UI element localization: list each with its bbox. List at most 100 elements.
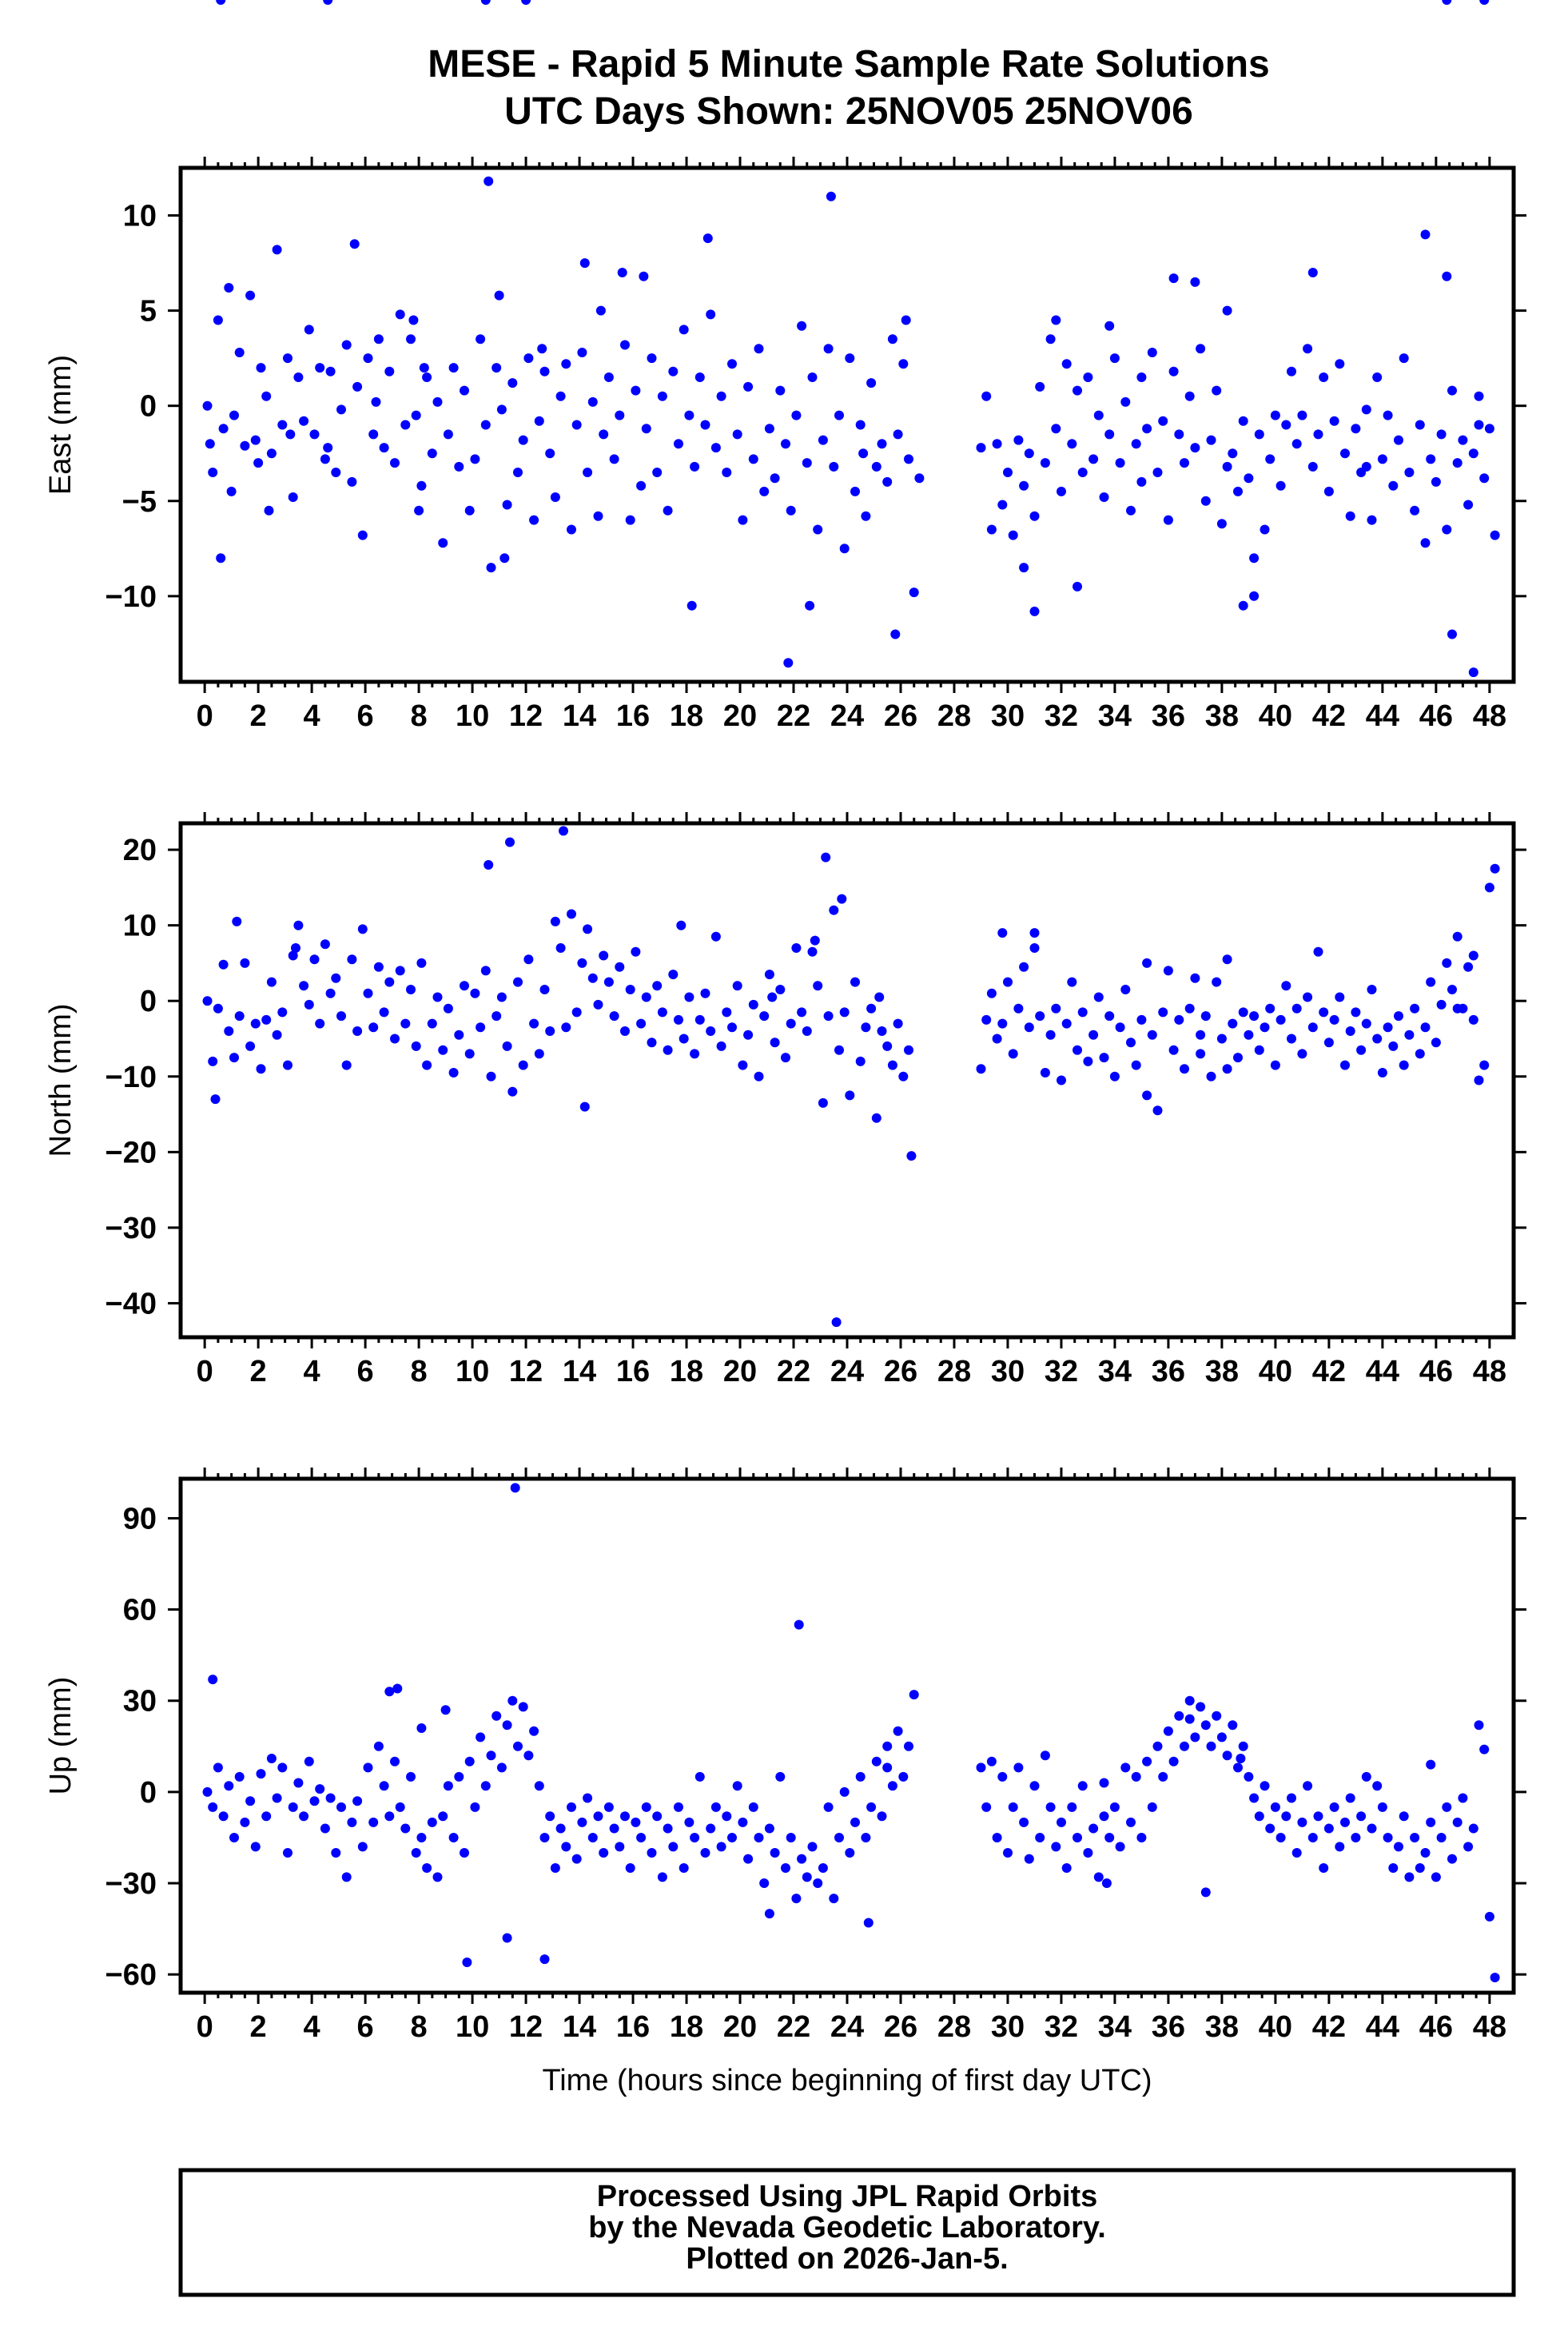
- data-point: [1008, 1049, 1018, 1059]
- data-point: [829, 905, 839, 915]
- data-point: [823, 1802, 834, 1812]
- chart-title-line1: MESE - Rapid 5 Minute Sample Rate Soluti…: [428, 43, 1269, 86]
- data-point: [1329, 1802, 1339, 1812]
- data-point: [1206, 1071, 1216, 1081]
- data-point: [571, 1007, 582, 1018]
- data-point: [690, 1049, 700, 1059]
- data-point: [1468, 448, 1478, 459]
- plot-frame: [178, 821, 1516, 1340]
- data-point: [877, 1026, 887, 1036]
- data-point: [537, 344, 547, 354]
- data-point: [647, 1848, 657, 1858]
- data-point: [1367, 985, 1377, 994]
- data-point: [976, 1064, 986, 1074]
- data-point: [599, 1848, 609, 1858]
- data-point: [224, 1781, 234, 1791]
- x-tick-label: 42: [1312, 2010, 1346, 2044]
- data-point: [1345, 511, 1355, 521]
- data-point: [992, 1833, 1002, 1842]
- data-point: [1136, 372, 1147, 382]
- x-tick-label: 22: [777, 699, 810, 733]
- data-point: [1426, 1759, 1436, 1770]
- data-point: [794, 1619, 804, 1630]
- data-point: [1458, 1793, 1468, 1803]
- data-point: [1442, 524, 1452, 535]
- data-point: [1222, 1064, 1232, 1074]
- data-point: [250, 435, 261, 445]
- data-point: [684, 410, 694, 420]
- data-point: [1307, 268, 1318, 277]
- data-point: [837, 894, 847, 904]
- x-tick-label: 32: [1045, 1355, 1078, 1388]
- data-point: [234, 1011, 245, 1022]
- data-point: [791, 1894, 802, 1904]
- data-point: [871, 461, 882, 472]
- data-point: [754, 344, 764, 354]
- data-point: [1067, 1802, 1077, 1812]
- data-point: [668, 366, 679, 376]
- data-point: [716, 391, 726, 401]
- data-point: [1040, 1751, 1050, 1761]
- x-tick-label: 14: [563, 2010, 596, 2044]
- data-point: [786, 1833, 796, 1842]
- data-point: [529, 1726, 539, 1736]
- data-point: [706, 309, 716, 320]
- x-tick-label: 36: [1152, 699, 1185, 733]
- y-axis-label: North (mm): [44, 1003, 78, 1157]
- data-point: [416, 1833, 427, 1842]
- data-point: [368, 1817, 379, 1827]
- data-point: [887, 1781, 897, 1791]
- data-point: [448, 1833, 459, 1842]
- data-point: [443, 1003, 453, 1014]
- data-point: [1431, 476, 1441, 487]
- data-point: [523, 954, 534, 965]
- data-point: [1136, 1014, 1147, 1025]
- data-point: [480, 0, 491, 5]
- data-point: [1383, 1833, 1393, 1842]
- data-point: [702, 233, 713, 244]
- data-point: [579, 1101, 590, 1112]
- data-point: [797, 1854, 807, 1864]
- data-point: [427, 1018, 437, 1029]
- data-point: [1088, 1030, 1099, 1040]
- data-point: [1061, 1863, 1072, 1873]
- data-point: [1372, 372, 1383, 382]
- data-point: [882, 476, 893, 487]
- data-point: [674, 1802, 683, 1812]
- data-point: [1404, 1872, 1415, 1882]
- data-point: [595, 305, 606, 316]
- data-point: [863, 1918, 874, 1928]
- data-point: [743, 381, 754, 392]
- data-point: [625, 985, 635, 994]
- data-point: [1013, 1003, 1024, 1014]
- data-point: [1003, 1848, 1013, 1858]
- data-point: [406, 334, 416, 345]
- data-point: [1479, 1060, 1490, 1070]
- data-point: [866, 1003, 877, 1014]
- data-point: [909, 587, 919, 598]
- data-point: [1152, 468, 1163, 477]
- x-tick-label: 46: [1419, 2010, 1453, 2044]
- data-point: [1319, 372, 1329, 382]
- data-point: [1035, 1833, 1045, 1842]
- x-tick-label: 6: [357, 2010, 374, 2044]
- data-point: [764, 1823, 774, 1834]
- data-point: [834, 1045, 844, 1055]
- data-point: [1013, 1762, 1024, 1773]
- data-point: [1147, 1030, 1157, 1040]
- data-point: [534, 1781, 544, 1791]
- data-point: [505, 837, 515, 847]
- data-point: [550, 1863, 560, 1873]
- data-point: [1287, 1793, 1296, 1803]
- data-point: [529, 515, 539, 525]
- data-point: [1174, 1014, 1184, 1025]
- data-point: [400, 1823, 411, 1834]
- data-point: [1345, 1026, 1355, 1036]
- data-point: [1436, 429, 1447, 440]
- data-point: [368, 1022, 379, 1033]
- data-point: [839, 544, 850, 554]
- data-point: [813, 1878, 823, 1888]
- data-point: [861, 1833, 871, 1842]
- data-point: [818, 1097, 828, 1108]
- data-point: [422, 1060, 432, 1070]
